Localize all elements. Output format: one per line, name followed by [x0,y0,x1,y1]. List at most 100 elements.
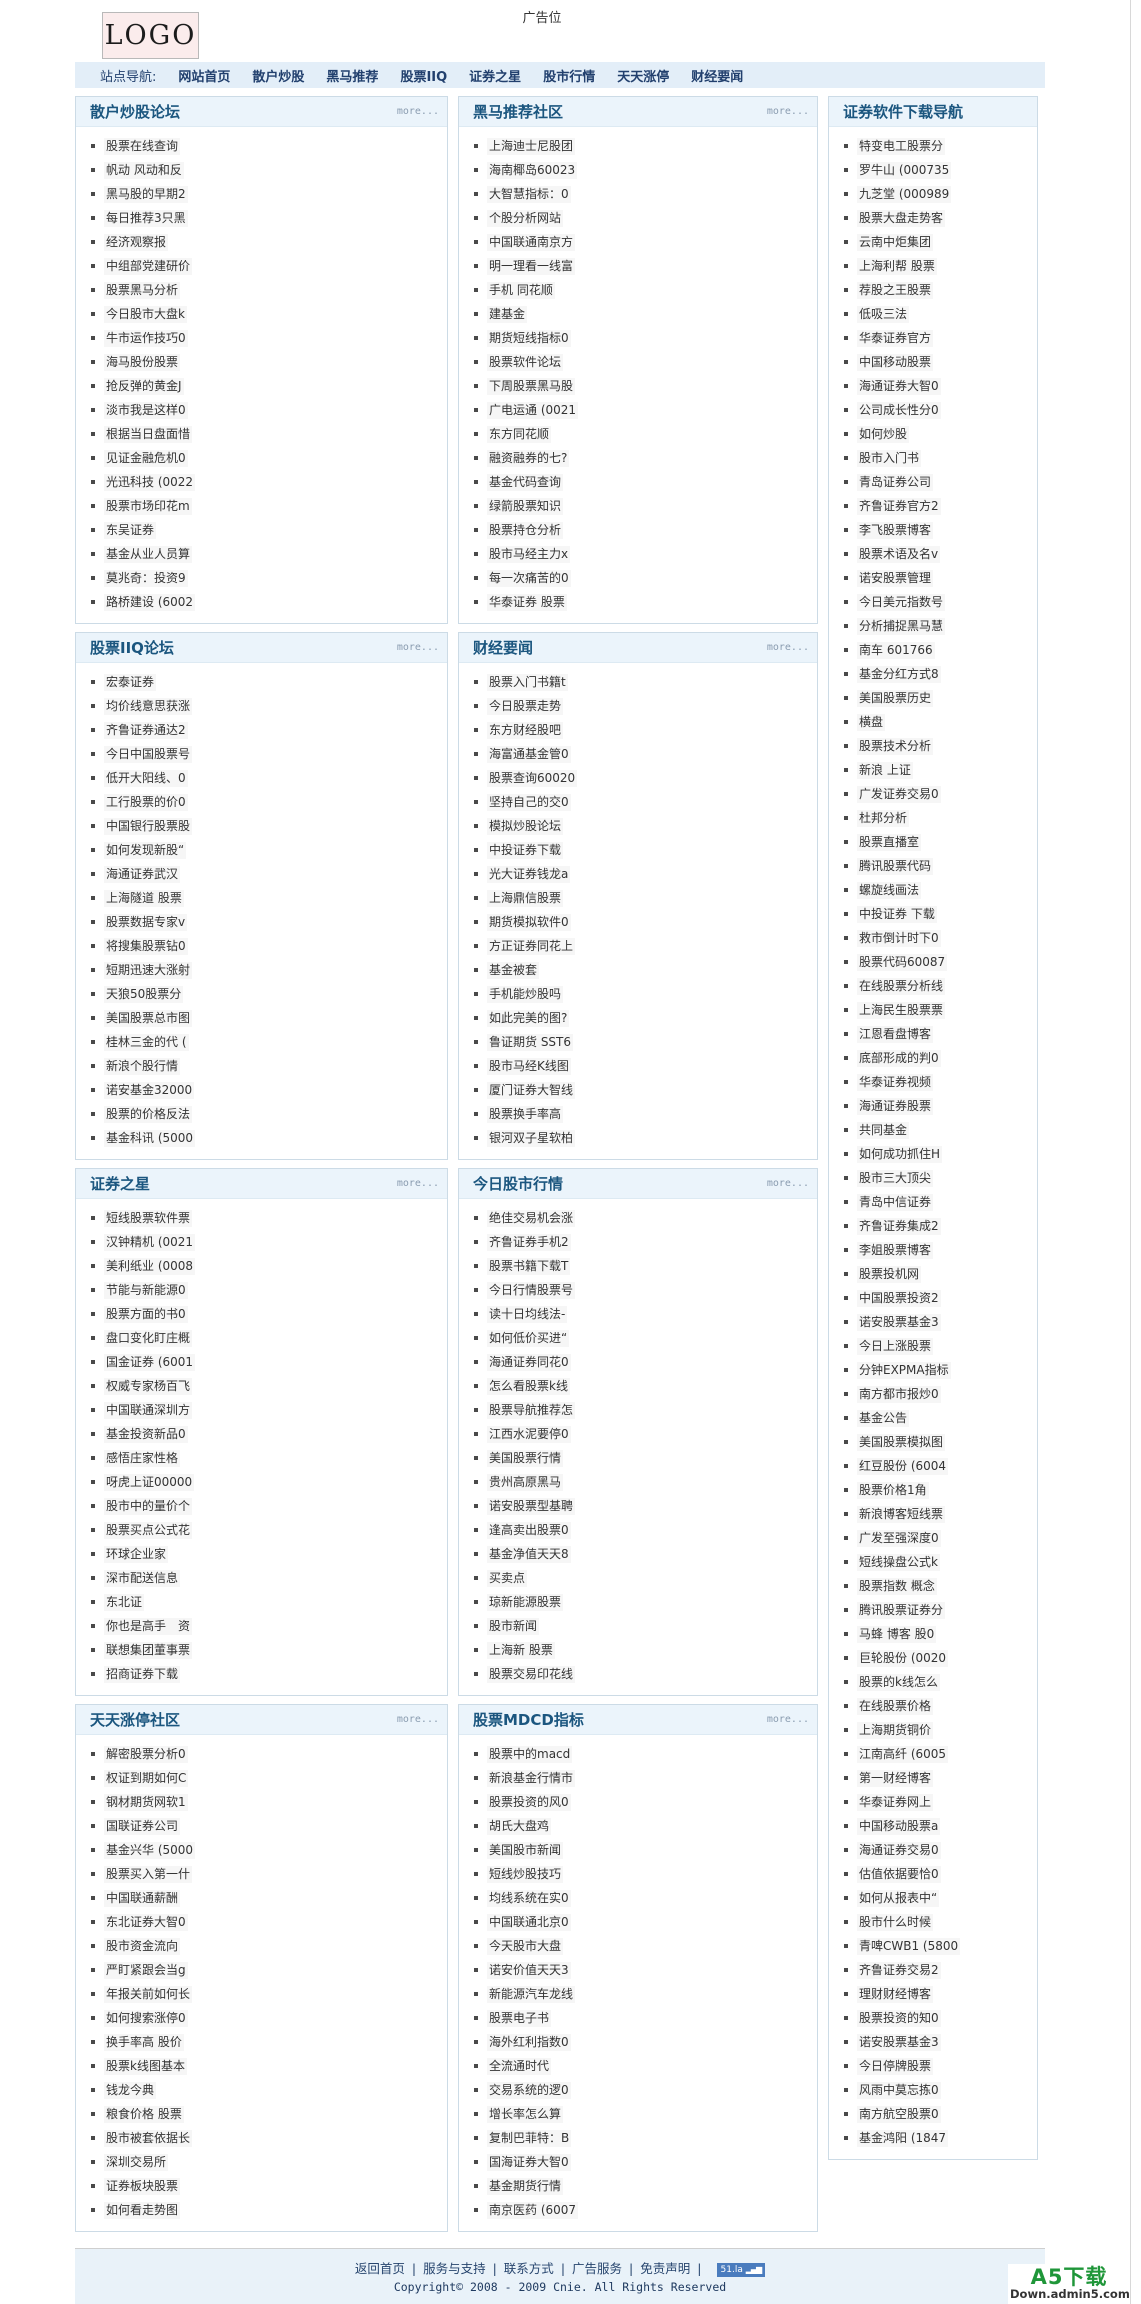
item-link[interactable]: 共同基金 [857,1121,910,1139]
item-link[interactable]: 深市配送信息 [104,1569,181,1587]
item-link[interactable]: 东北证券大智0 [104,1913,188,1931]
item-link[interactable]: 粮食价格 股票 [104,2105,184,2123]
item-link[interactable]: 光迅科技 (0022 [104,473,196,491]
more-link[interactable]: more... [396,1178,439,1189]
item-link[interactable]: 股票市场印花m [104,497,192,515]
item-link[interactable]: 基金从业人员算 [104,545,193,563]
item-link[interactable]: 上海隧道 股票 [104,889,184,907]
item-link[interactable]: 新浪个股行情 [104,1057,181,1075]
item-link[interactable]: 东方财经股吧 [487,721,564,739]
item-link[interactable]: 如此完美的图? [487,1009,570,1027]
item-link[interactable]: 股票换手率高 [487,1105,564,1123]
item-link[interactable]: 罗牛山 (000735 [857,161,952,179]
item-link[interactable]: 在线股票价格 [857,1697,934,1715]
item-link[interactable]: 齐鲁证券官方2 [857,497,941,515]
item-link[interactable]: 东方同花顺 [487,425,552,443]
item-link[interactable]: 股票交易印花线 [487,1665,576,1683]
item-link[interactable]: 权威专家杨百飞 [104,1377,193,1395]
more-link[interactable]: more... [396,1714,439,1725]
item-link[interactable]: 华泰证券官方 [857,329,934,347]
item-link[interactable]: 如何看走势图 [104,2201,181,2219]
nav-item-7[interactable]: 天天涨停 [617,69,670,85]
item-link[interactable]: 证券板块股票 [104,2177,181,2195]
item-link[interactable]: 股票的价格反法 [104,1105,193,1123]
item-link[interactable]: 均线系统在实0 [487,1889,571,1907]
item-link[interactable]: 宏泰证券 [104,673,157,691]
item-link[interactable]: 荐股之王股票 [857,281,934,299]
item-link[interactable]: 如何成功抓住H [857,1145,943,1163]
item-link[interactable]: 上海期货铜价 [857,1721,934,1739]
item-link[interactable]: 如何从报表中“ [857,1889,940,1907]
item-link[interactable]: 中组部党建研价 [104,257,193,275]
item-link[interactable]: 股市马经主力x [487,545,571,563]
item-link[interactable]: 短线炒股技巧 [487,1865,564,1883]
item-link[interactable]: 江南高纤 (6005 [857,1745,949,1763]
item-link[interactable]: 上海鼎信股票 [487,889,564,907]
item-link[interactable]: 逢高卖出股票0 [487,1521,571,1539]
item-link[interactable]: 股市三大顶尖 [857,1169,934,1187]
item-link[interactable]: 基金期货行情 [487,2177,564,2195]
item-link[interactable]: 股市中的量价个 [104,1497,193,1515]
item-link[interactable]: 在线股票分析线 [857,977,946,995]
item-link[interactable]: 海通证券同花0 [487,1353,571,1371]
item-link[interactable]: 如何炒股 [857,425,910,443]
item-link[interactable]: 股票查询60020 [487,769,578,787]
item-link[interactable]: 节能与新能源0 [104,1281,188,1299]
item-link[interactable]: 云南中炬集团 [857,233,934,251]
item-link[interactable]: 基金被套 [487,961,540,979]
item-link[interactable]: 股票价格1角 [857,1481,929,1499]
item-link[interactable]: 黑马股的早期2 [104,185,188,203]
item-link[interactable]: 股票入门书籍t [487,673,568,691]
item-link[interactable]: 南方都市报炒0 [857,1385,941,1403]
item-link[interactable]: 美国股票行情 [487,1449,564,1467]
item-link[interactable]: 股市被套依据长 [104,2129,193,2147]
item-link[interactable]: 今日停牌股票 [857,2057,934,2075]
item-link[interactable]: 国金证券 (6001 [104,1353,196,1371]
item-link[interactable]: 胡氏大盘鸡 [487,1817,552,1835]
item-link[interactable]: 美利纸业 (0008 [104,1257,196,1275]
item-link[interactable]: 建基金 [487,305,528,323]
item-link[interactable]: 股票术语及名v [857,545,941,563]
item-link[interactable]: 股票持仓分析 [487,521,564,539]
item-link[interactable]: 方正证券同花上 [487,937,576,955]
item-link[interactable]: 个股分析网站 [487,209,564,227]
nav-item-1[interactable]: 网站首页 [178,69,231,85]
item-link[interactable]: 天狼50股票分 [104,985,184,1003]
more-link[interactable]: more... [766,642,809,653]
item-link[interactable]: 股票直播室 [857,833,922,851]
more-link[interactable]: more... [766,1178,809,1189]
item-link[interactable]: 模拟炒股论坛 [487,817,564,835]
nav-item-8[interactable]: 财经要闻 [691,69,744,85]
item-link[interactable]: 绿箭股票知识 [487,497,564,515]
item-link[interactable]: 如何搜索涨停0 [104,2009,188,2027]
item-link[interactable]: 南方航空股票0 [857,2105,941,2123]
item-link[interactable]: 手机 同花顺 [487,281,555,299]
item-link[interactable]: 理财财经博客 [857,1985,934,2003]
item-link[interactable]: 马蜂 博客 股0 [857,1625,937,1643]
item-link[interactable]: 股票技术分析 [857,737,934,755]
item-link[interactable]: 上海民生股票票 [857,1001,946,1019]
more-link[interactable]: more... [766,1714,809,1725]
item-link[interactable]: 广发证券交易0 [857,785,941,803]
item-link[interactable]: 国海证券大智0 [487,2153,571,2171]
item-link[interactable]: 股票导航推荐怎 [487,1401,576,1419]
item-link[interactable]: 感悟庄家性格 [104,1449,181,1467]
footer-link-3[interactable]: 联系方式 [503,2261,554,2276]
item-link[interactable]: 华泰证券 股票 [487,593,567,611]
item-link[interactable]: 估值依据要恰0 [857,1865,941,1883]
item-link[interactable]: 底部形成的判0 [857,1049,941,1067]
item-link[interactable]: 海马股份股票 [104,353,181,371]
item-link[interactable]: 股票投资的知0 [857,2009,941,2027]
item-link[interactable]: 绝佳交易机会涨 [487,1209,576,1227]
item-link[interactable]: 中国银行股票股 [104,817,193,835]
item-link[interactable]: 今日上涨股票 [857,1337,934,1355]
item-link[interactable]: 东吴证券 [104,521,157,539]
item-link[interactable]: 解密股票分析0 [104,1745,188,1763]
item-link[interactable]: 股票中的macd [487,1745,573,1763]
item-link[interactable]: 股市入门书 [857,449,922,467]
item-link[interactable]: 今日股市大盘k [104,305,187,323]
item-link[interactable]: 均价线意思获涨 [104,697,193,715]
item-link[interactable]: 今日股票走势 [487,697,564,715]
item-link[interactable]: 低开大阳线、0 [104,769,188,787]
item-link[interactable]: 中国联通深圳方 [104,1401,193,1419]
